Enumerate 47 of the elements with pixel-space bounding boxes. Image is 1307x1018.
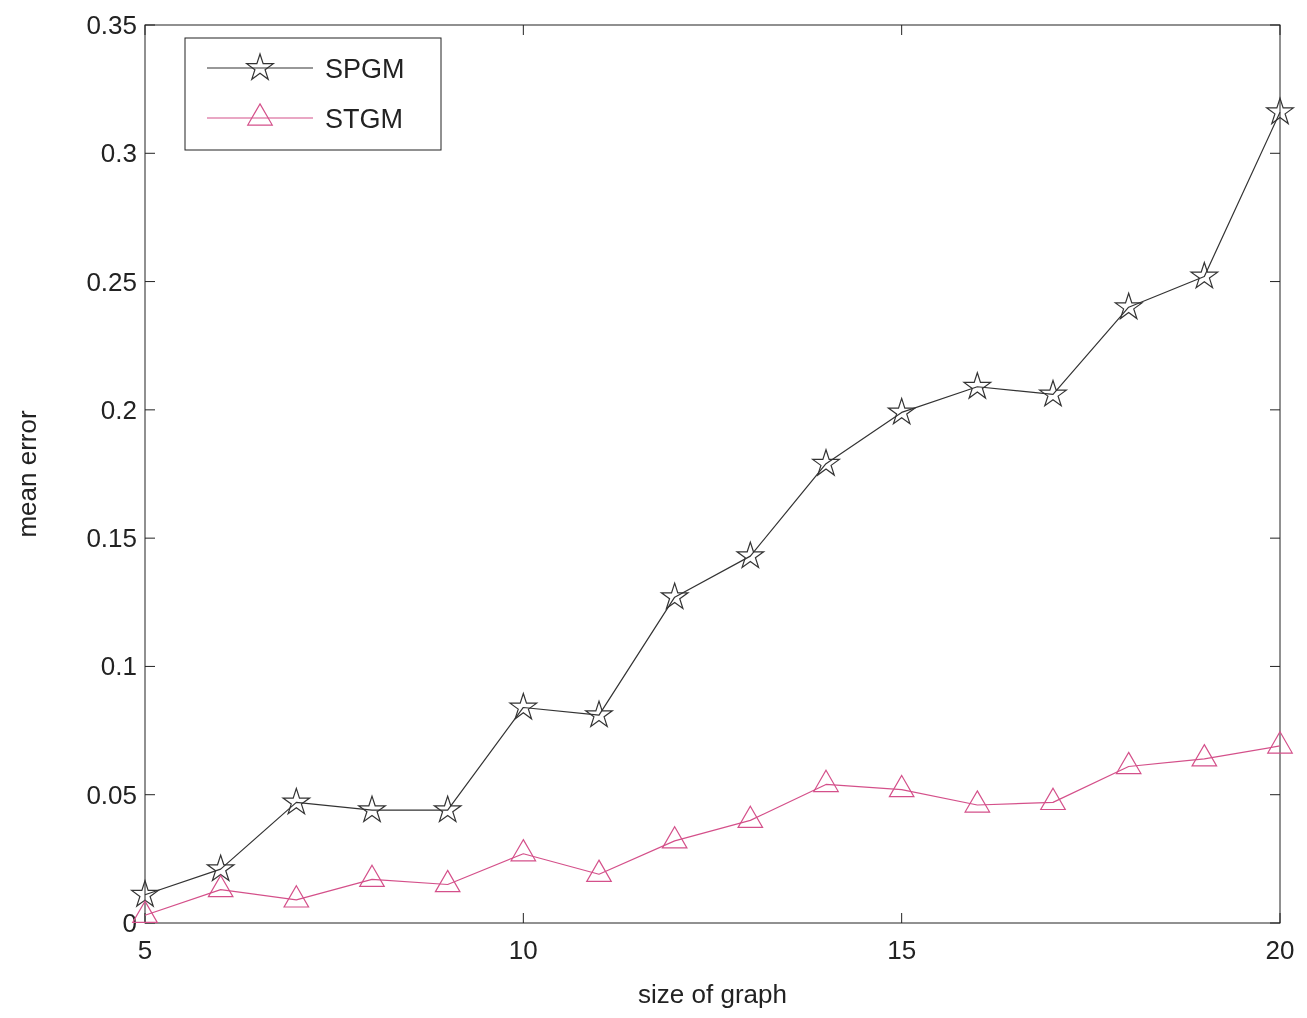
point — [207, 874, 234, 898]
point — [1191, 744, 1218, 767]
point — [737, 805, 764, 829]
point — [888, 774, 915, 798]
point — [433, 795, 462, 823]
y-tick-label: 0.2 — [100, 394, 137, 425]
point — [812, 449, 840, 476]
point — [1115, 751, 1142, 775]
point — [586, 859, 612, 882]
y-tick-label: 0 — [122, 908, 137, 938]
point — [1114, 292, 1143, 320]
x-axis-title: size of graph — [638, 979, 787, 1009]
point — [434, 869, 461, 893]
point — [131, 880, 159, 907]
y-tick-label: 0.15 — [86, 523, 137, 554]
y-tick-label: 0.1 — [100, 651, 137, 682]
point — [887, 397, 916, 425]
point — [509, 692, 538, 720]
y-tick-label: 0.05 — [86, 779, 137, 810]
y-tick-label: 0.3 — [100, 138, 137, 169]
x-tick-label: 20 — [1265, 935, 1295, 965]
point — [963, 372, 992, 399]
point — [358, 795, 386, 823]
point — [283, 885, 310, 908]
point — [510, 838, 537, 862]
x-tick-label: 5 — [137, 935, 153, 965]
point — [1267, 731, 1293, 754]
point — [1190, 261, 1219, 289]
y-tick-label: 0.35 — [86, 10, 137, 40]
point — [282, 787, 311, 815]
point — [206, 854, 235, 882]
x-tick-label: 15 — [887, 935, 917, 965]
y-tick-label: 0.25 — [86, 266, 137, 297]
point — [1266, 97, 1294, 125]
point — [359, 864, 385, 888]
point — [661, 826, 688, 849]
point — [964, 790, 991, 813]
point — [1040, 787, 1066, 811]
legend-label: STGM — [325, 104, 403, 134]
legend-label: SPGM — [325, 54, 405, 84]
point — [813, 769, 839, 793]
point — [1039, 379, 1067, 407]
y-axis-title: mean error — [12, 410, 42, 538]
x-tick-label: 10 — [508, 935, 538, 965]
point — [736, 541, 765, 569]
point — [585, 700, 613, 728]
point — [660, 582, 689, 610]
